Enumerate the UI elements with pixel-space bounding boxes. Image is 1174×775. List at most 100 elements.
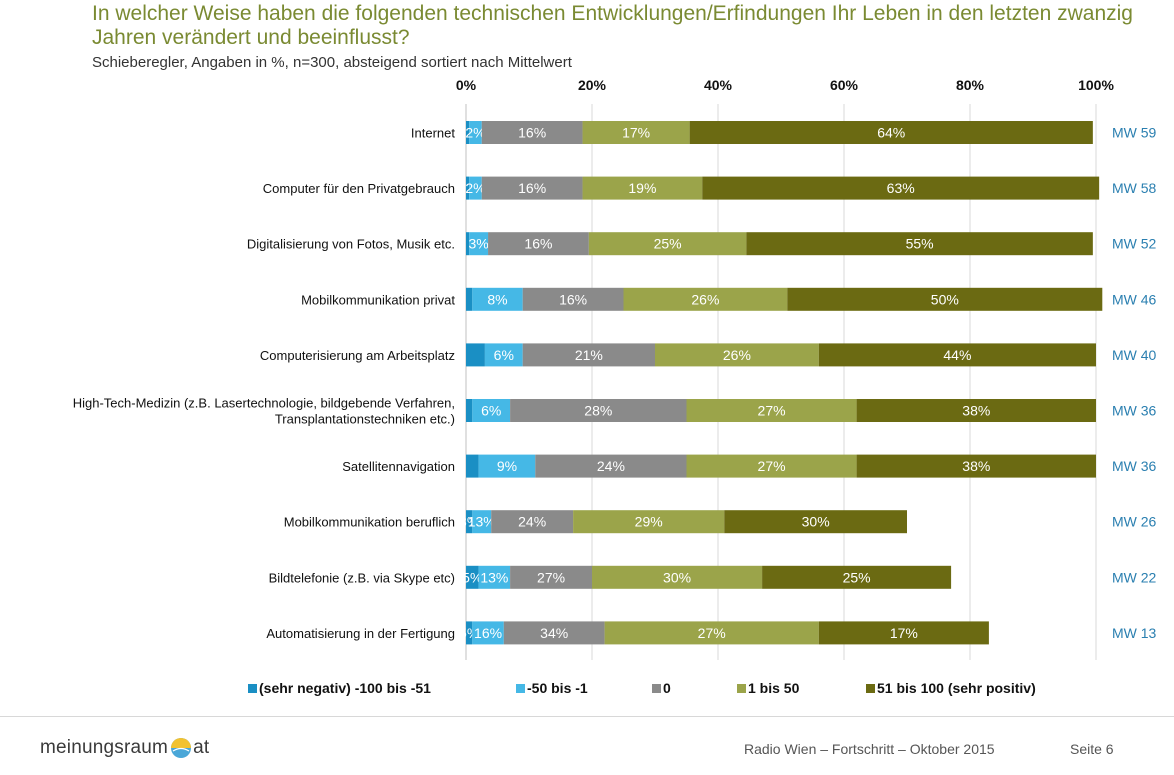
category-label: Digitalisierung von Fotos, Musik etc.	[247, 237, 455, 252]
category-label: Computerisierung am Arbeitsplatz	[260, 348, 455, 363]
data-label: 6%	[481, 403, 501, 419]
x-tick-label: 20%	[578, 77, 607, 93]
data-label: 19%	[628, 180, 656, 196]
category-label: Internet	[411, 126, 455, 141]
data-label: 16%	[524, 236, 552, 252]
bar-segment	[510, 399, 687, 422]
mean-label: MW 59	[1112, 125, 1157, 141]
data-label: 2%	[465, 180, 485, 196]
data-label: 3%	[468, 236, 488, 252]
data-label: 21%	[575, 347, 603, 363]
data-label: 29%	[635, 514, 663, 530]
data-label: 30%	[802, 514, 830, 530]
category-label: Mobilkommunikation beruflich	[284, 515, 455, 530]
bar-segment	[469, 121, 482, 144]
category-label: Mobilkommunikation privat	[301, 292, 455, 307]
bar-segment	[856, 399, 1096, 422]
mean-label: MW 36	[1112, 458, 1157, 474]
mean-label: MW 22	[1112, 569, 1157, 585]
bar-segment	[588, 232, 747, 256]
chart-subtitle: Schieberegler, Angaben in %, n=300, abst…	[92, 54, 572, 71]
footer-divider	[0, 716, 1174, 717]
bar-segment	[466, 232, 470, 256]
bar-segment	[724, 510, 907, 534]
bar-segment	[466, 121, 470, 144]
legend-swatch	[866, 684, 875, 693]
mean-label: MW 26	[1112, 514, 1157, 530]
data-label: 34%	[540, 625, 568, 641]
mean-label: MW 40	[1112, 347, 1157, 363]
data-label: 30%	[663, 569, 691, 585]
bar-segment	[746, 232, 1093, 256]
bar-segment	[472, 510, 492, 534]
data-label: 13%	[468, 514, 496, 530]
data-label: 16%	[518, 180, 546, 196]
data-label: 9%	[497, 458, 517, 474]
data-label: 27%	[537, 569, 565, 585]
logo-text-left: meinungsraum	[40, 737, 169, 758]
bar-segment	[787, 287, 1103, 311]
data-label: 26%	[691, 291, 719, 307]
bar-segment	[702, 176, 1100, 200]
bar-segment	[484, 343, 523, 367]
logo-text-right: at	[193, 737, 210, 758]
data-label: 27%	[758, 458, 786, 474]
data-label: 25%	[843, 569, 871, 585]
bar-segment	[469, 232, 489, 256]
bar-segment	[472, 399, 511, 422]
mean-label: MW 46	[1112, 291, 1157, 307]
bar-segment	[466, 399, 473, 422]
data-label: 8%	[487, 291, 507, 307]
bar-segment	[466, 343, 485, 367]
legend-swatch	[248, 684, 257, 693]
logo: meinungsraum at	[40, 737, 209, 759]
bar-segment	[472, 621, 504, 645]
data-label: 64%	[877, 125, 905, 141]
data-label: 6%	[494, 347, 514, 363]
data-label: 24%	[518, 514, 546, 530]
legend-swatch	[737, 684, 746, 693]
bar-segment	[582, 121, 690, 144]
data-label: 38%	[962, 403, 990, 419]
bar-segment	[478, 454, 536, 478]
x-tick-label: 100%	[1078, 77, 1114, 93]
data-label: 17%	[622, 125, 650, 141]
data-label: 38%	[962, 458, 990, 474]
bar-segment	[466, 621, 473, 645]
category-label: Automatisierung in der Fertigung	[266, 626, 455, 641]
bar-segment	[655, 343, 819, 367]
bar-segment	[478, 565, 511, 589]
data-label: 27%	[758, 403, 786, 419]
legend-label: 1 bis 50	[748, 680, 800, 696]
bar-segment	[466, 565, 479, 589]
bar-segment	[466, 454, 479, 478]
data-label: 50%	[931, 291, 959, 307]
category-label: Transplantationstechniken etc.)	[275, 412, 455, 427]
bar-segment	[469, 176, 482, 200]
x-tick-label: 60%	[830, 77, 859, 93]
legend-label: -50 bis -1	[527, 680, 588, 696]
bar-segment	[481, 176, 583, 200]
bar-segment	[491, 510, 574, 534]
bar-segment	[466, 287, 473, 311]
bar-segment	[522, 287, 624, 311]
data-label: 26%	[723, 347, 751, 363]
category-label: High-Tech-Medizin (z.B. Lasertechnologie…	[73, 396, 455, 411]
bar-segment	[573, 510, 725, 534]
bar-segment	[522, 343, 655, 367]
bar-segment	[481, 121, 583, 144]
x-tick-label: 40%	[704, 77, 733, 93]
bar-segment	[689, 121, 1093, 144]
stacked-bar-chart: 0% 20% 40% 60% 80% 100% 2% 16% 17% 64% Internet MW …	[73, 77, 1157, 696]
data-label: 16%	[518, 125, 546, 141]
bar-segment	[856, 454, 1096, 478]
legend-swatch	[516, 684, 525, 693]
x-tick-label: 0%	[456, 77, 477, 93]
data-label: 55%	[906, 236, 934, 252]
data-label: 27%	[698, 625, 726, 641]
category-label: Bildtelefonie (z.B. via Skype etc)	[269, 570, 455, 585]
bar-segment	[762, 565, 952, 589]
bar-segment	[686, 454, 857, 478]
bar-segment	[623, 287, 788, 311]
mean-label: MW 13	[1112, 625, 1157, 641]
